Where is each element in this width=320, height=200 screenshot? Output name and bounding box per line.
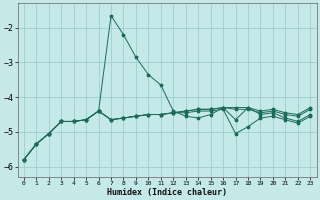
X-axis label: Humidex (Indice chaleur): Humidex (Indice chaleur) [107,188,227,197]
